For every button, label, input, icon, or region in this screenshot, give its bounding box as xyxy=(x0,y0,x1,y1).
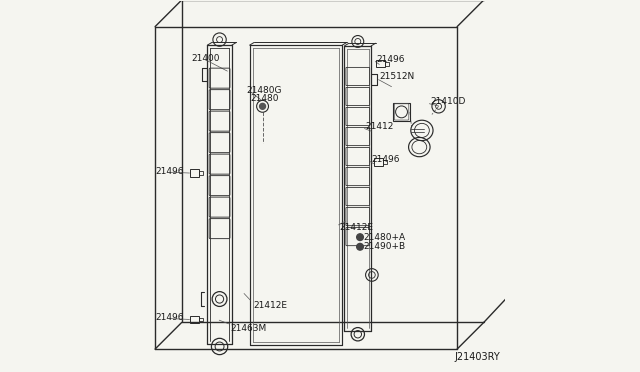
Circle shape xyxy=(260,103,266,109)
Circle shape xyxy=(356,243,364,250)
Text: 21480G: 21480G xyxy=(246,86,282,95)
Text: 21496: 21496 xyxy=(155,313,184,322)
Text: 21496: 21496 xyxy=(376,55,405,64)
Text: 21480: 21480 xyxy=(250,94,279,103)
Text: J21403RY: J21403RY xyxy=(454,352,500,362)
Text: 21400: 21400 xyxy=(191,54,220,62)
Text: 21490+B: 21490+B xyxy=(364,242,406,251)
Text: 21410D: 21410D xyxy=(431,97,466,106)
Text: 21412E: 21412E xyxy=(253,301,287,310)
Text: 21412E: 21412E xyxy=(340,223,374,232)
Text: 21480+A: 21480+A xyxy=(364,232,406,242)
Text: 21496: 21496 xyxy=(155,167,184,176)
Text: 21463M: 21463M xyxy=(230,324,267,333)
Text: 21412: 21412 xyxy=(365,122,394,131)
Text: 21496: 21496 xyxy=(371,155,399,164)
Circle shape xyxy=(356,234,364,240)
Text: 21512N: 21512N xyxy=(380,72,415,81)
